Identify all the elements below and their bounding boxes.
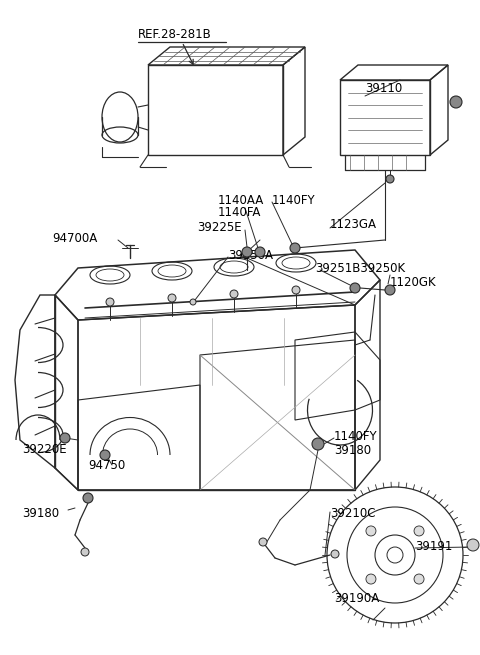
Text: 39180: 39180 [22,507,59,520]
Text: 1140AA: 1140AA [218,194,264,207]
Circle shape [467,539,479,551]
Circle shape [83,493,93,503]
Text: 39251B39250K: 39251B39250K [315,262,405,275]
Circle shape [414,574,424,584]
Text: 1140FA: 1140FA [218,206,262,219]
Text: 39350A: 39350A [228,249,273,262]
Text: 94750: 94750 [88,459,125,472]
Circle shape [312,438,324,450]
Text: 1140FY: 1140FY [334,430,378,443]
Circle shape [100,450,110,460]
Circle shape [385,285,395,295]
Text: 1123GA: 1123GA [330,218,377,231]
Circle shape [386,175,394,183]
Circle shape [290,243,300,253]
Circle shape [255,247,265,257]
Text: 39180: 39180 [334,444,371,457]
Circle shape [366,574,376,584]
Circle shape [350,283,360,293]
Text: 39191: 39191 [415,540,452,553]
Text: 1140FY: 1140FY [272,194,316,207]
Circle shape [60,433,70,443]
Circle shape [450,96,462,108]
Circle shape [81,548,89,556]
Text: 39220E: 39220E [22,443,67,456]
Circle shape [242,247,252,257]
Circle shape [190,299,196,305]
Circle shape [230,290,238,298]
Text: 94700A: 94700A [52,232,97,245]
Text: 39190A: 39190A [335,592,380,605]
Circle shape [366,526,376,536]
Text: 39225E: 39225E [197,221,241,234]
Circle shape [414,526,424,536]
Circle shape [106,298,114,306]
Text: 39210C: 39210C [330,507,375,520]
Text: 39110: 39110 [365,82,402,95]
Circle shape [292,286,300,294]
Text: 1120GK: 1120GK [390,276,437,289]
Text: REF.28-281B: REF.28-281B [138,28,212,41]
Circle shape [259,538,267,546]
Circle shape [168,294,176,302]
Circle shape [331,550,339,558]
